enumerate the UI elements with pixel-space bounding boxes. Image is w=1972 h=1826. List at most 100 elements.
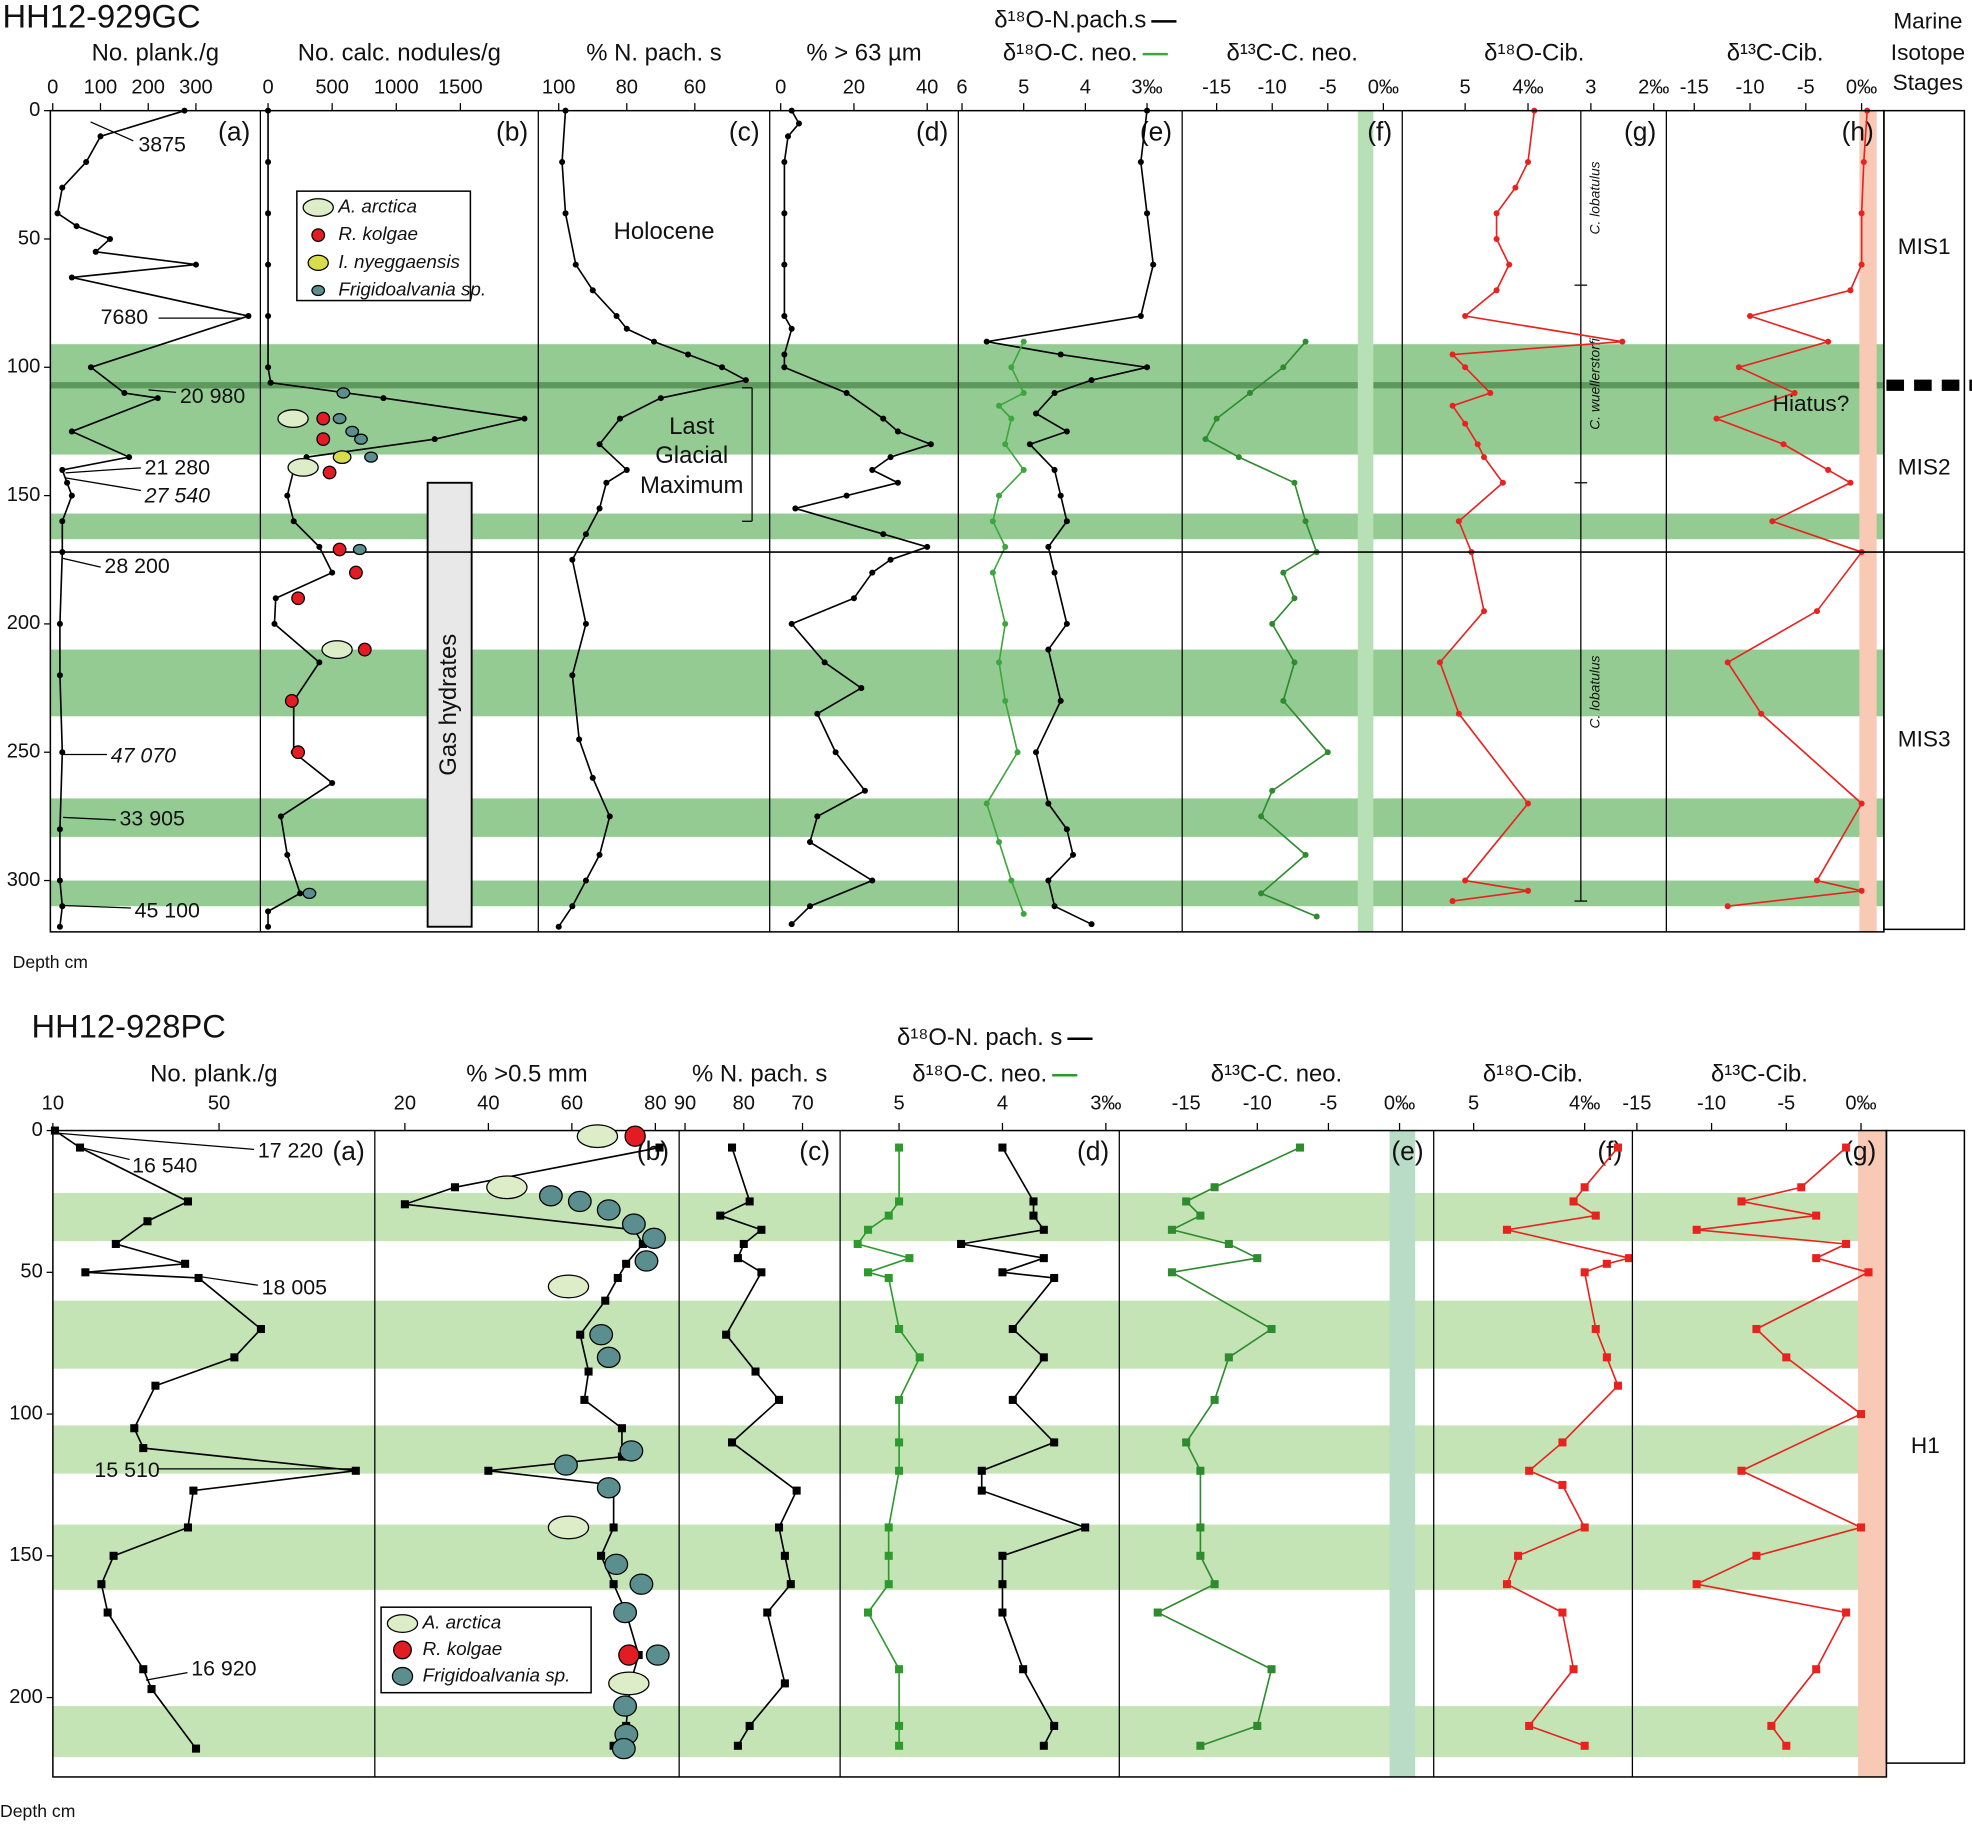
data-point: [1002, 697, 1009, 704]
data-point: [757, 1268, 766, 1277]
data-point: [1269, 620, 1276, 627]
data-point: [616, 415, 623, 422]
data-point: [1569, 1197, 1578, 1206]
data-point: [880, 531, 887, 538]
data-point: [59, 466, 66, 473]
data-point: [1019, 1665, 1028, 1674]
data-point: [1506, 261, 1513, 268]
reference-range: [1389, 1130, 1416, 1777]
data-point: [68, 492, 75, 499]
data-point: [1858, 887, 1865, 894]
species-marker: [618, 1644, 640, 1666]
stages-title: Marine: [1893, 9, 1962, 34]
data-point: [1692, 1580, 1701, 1589]
x-tick-label: 100: [84, 76, 118, 98]
series-line: [1439, 110, 1623, 902]
data-point: [351, 1466, 360, 1475]
x-tick-label: -5: [1319, 1092, 1337, 1114]
data-point: [1735, 364, 1742, 371]
annotation-leader: [90, 121, 134, 142]
data-point: [256, 1324, 265, 1334]
data-point: [580, 1395, 589, 1404]
data-point: [996, 839, 1003, 846]
data-point: [1039, 1225, 1048, 1234]
data-point: [1144, 210, 1151, 217]
age-annotation: 33 905: [120, 807, 185, 831]
data-point: [68, 428, 75, 435]
data-point: [655, 1143, 664, 1152]
annotation-leader: [62, 557, 101, 568]
data-point: [582, 620, 589, 627]
chart-title: HH12-928PC: [32, 1007, 226, 1044]
x-tick-label: -5: [1777, 1092, 1795, 1114]
x-tick-label: 20: [394, 1092, 416, 1114]
legend-symbol: [391, 1666, 414, 1686]
species-marker: [336, 387, 351, 399]
data-point: [603, 479, 610, 486]
data-point: [989, 569, 996, 576]
x-tick-label: 0: [262, 76, 273, 98]
data-point: [582, 531, 589, 538]
data-point: [774, 1523, 784, 1532]
data-point: [1449, 351, 1456, 358]
species-marker: [611, 1737, 636, 1760]
depth-band: [52, 1425, 1887, 1474]
data-point: [806, 903, 814, 910]
x-tick-label: 0‰: [1846, 76, 1877, 98]
data-point: [998, 1608, 1007, 1617]
species-marker: [354, 433, 368, 445]
data-point: [1558, 1608, 1567, 1617]
x-tick-label: 80: [616, 76, 638, 98]
data-point: [1724, 903, 1731, 910]
reference-range: [1859, 110, 1877, 932]
panel-title: % N. pach. s: [692, 1061, 827, 1088]
species-marker: [364, 451, 378, 463]
panel-letter: (b): [496, 116, 528, 146]
data-point: [853, 1239, 862, 1248]
data-point: [1591, 1211, 1600, 1220]
panel-title: % N. pach. s: [586, 39, 721, 66]
data-point: [572, 261, 579, 268]
data-point: [484, 1466, 493, 1475]
x-tick-label: 80: [644, 1092, 666, 1114]
data-point: [1493, 235, 1500, 242]
data-point: [792, 1486, 801, 1495]
data-point: [1291, 479, 1298, 486]
data-point: [265, 261, 272, 268]
legend-label: R. kolgae: [338, 223, 418, 244]
data-point: [1045, 646, 1052, 653]
species-marker: [547, 1274, 590, 1299]
data-point: [329, 780, 336, 787]
data-point: [1474, 441, 1481, 448]
data-point: [589, 287, 596, 294]
legend-symbol: [393, 1640, 412, 1660]
panel-title: No. plank./g: [92, 39, 219, 66]
data-point: [915, 1353, 924, 1362]
species-range-label: C. wuellerstorfi: [1587, 337, 1603, 429]
data-point: [569, 672, 576, 679]
data-point: [792, 505, 799, 512]
data-point: [983, 800, 990, 807]
depth-band: [52, 1524, 1887, 1590]
data-point: [1295, 1143, 1304, 1152]
data-point: [728, 1143, 737, 1152]
data-point: [1860, 158, 1867, 166]
data-point: [1014, 749, 1021, 756]
data-point: [73, 223, 80, 230]
data-point: [1033, 410, 1040, 417]
data-point: [609, 1580, 618, 1589]
data-point: [1029, 1211, 1038, 1220]
stage-column: [1883, 109, 1966, 931]
data-point: [996, 402, 1003, 409]
data-point: [1202, 436, 1209, 443]
y-tick-label: 0: [29, 99, 40, 121]
x-tick-label: 100: [542, 76, 576, 98]
data-point: [1008, 415, 1015, 422]
data-point: [139, 1665, 148, 1674]
data-point: [1302, 851, 1309, 858]
data-point: [780, 1551, 789, 1560]
data-point: [1747, 312, 1754, 319]
depth-band: [50, 798, 1884, 837]
data-point: [977, 1466, 986, 1475]
x-tick-label: 3: [1585, 76, 1596, 98]
